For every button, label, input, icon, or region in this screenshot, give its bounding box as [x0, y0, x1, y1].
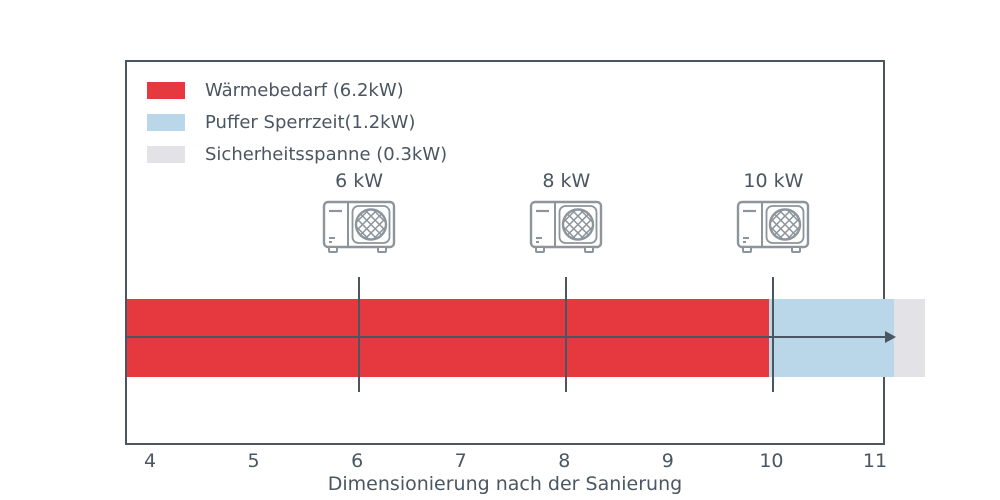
x-tick-label-10: 10: [759, 450, 784, 472]
x-tick-label-5: 5: [247, 450, 260, 472]
pump-size-label-pump-6kw: 6 kW: [335, 170, 384, 192]
x-tick-label-6: 6: [351, 450, 364, 472]
x-tick-label-9: 9: [661, 450, 674, 472]
marker-layer: 6 kW 8 kW 10 kW: [127, 62, 883, 443]
legend-swatch-sicherheitsspanne: [147, 146, 185, 163]
pump-size-label-pump-8kw: 8 kW: [542, 170, 591, 192]
pump-marker-line-pump-10kw: [772, 277, 775, 392]
legend-item: Puffer Sperrzeit(1.2kW): [147, 112, 447, 133]
legend: Wärmebedarf (6.2kW) Puffer Sperrzeit(1.2…: [147, 80, 447, 165]
plot-area: Wärmebedarf (6.2kW) Puffer Sperrzeit(1.2…: [125, 60, 925, 445]
bar-segment-puffer-sperrzeit: [769, 299, 894, 377]
pump-marker-line-pump-6kw: [358, 277, 361, 392]
x-axis-title: Dimensionierung nach der Sanierung: [327, 473, 683, 495]
bar-segment-waermebedarf: [127, 299, 770, 377]
x-tick-label-4: 4: [143, 450, 157, 472]
pump-marker-line-pump-8kw: [565, 277, 568, 392]
bar-group: [127, 62, 925, 443]
legend-item: Sicherheitsspanne (0.3kW): [147, 144, 447, 165]
pump-size-label-pump-10kw: 10 kW: [743, 170, 804, 192]
legend-swatch-waermebedarf: [147, 82, 185, 99]
x-tick-label-8: 8: [558, 450, 571, 472]
legend-item: Wärmebedarf (6.2kW): [147, 80, 447, 101]
legend-label-waermebedarf: Wärmebedarf (6.2kW): [205, 80, 404, 101]
legend-label-puffer-sperrzeit: Puffer Sperrzeit(1.2kW): [205, 112, 416, 133]
bar-segment-sicherheitsspanne: [893, 299, 925, 377]
x-tick-label-7: 7: [454, 450, 467, 472]
x-tick-label-11: 11: [862, 450, 888, 472]
x-axis-arrow: [127, 331, 896, 343]
legend-label-sicherheitsspanne: Sicherheitsspanne (0.3kW): [205, 144, 448, 165]
legend-swatch-puffer-sperrzeit: [147, 114, 185, 131]
